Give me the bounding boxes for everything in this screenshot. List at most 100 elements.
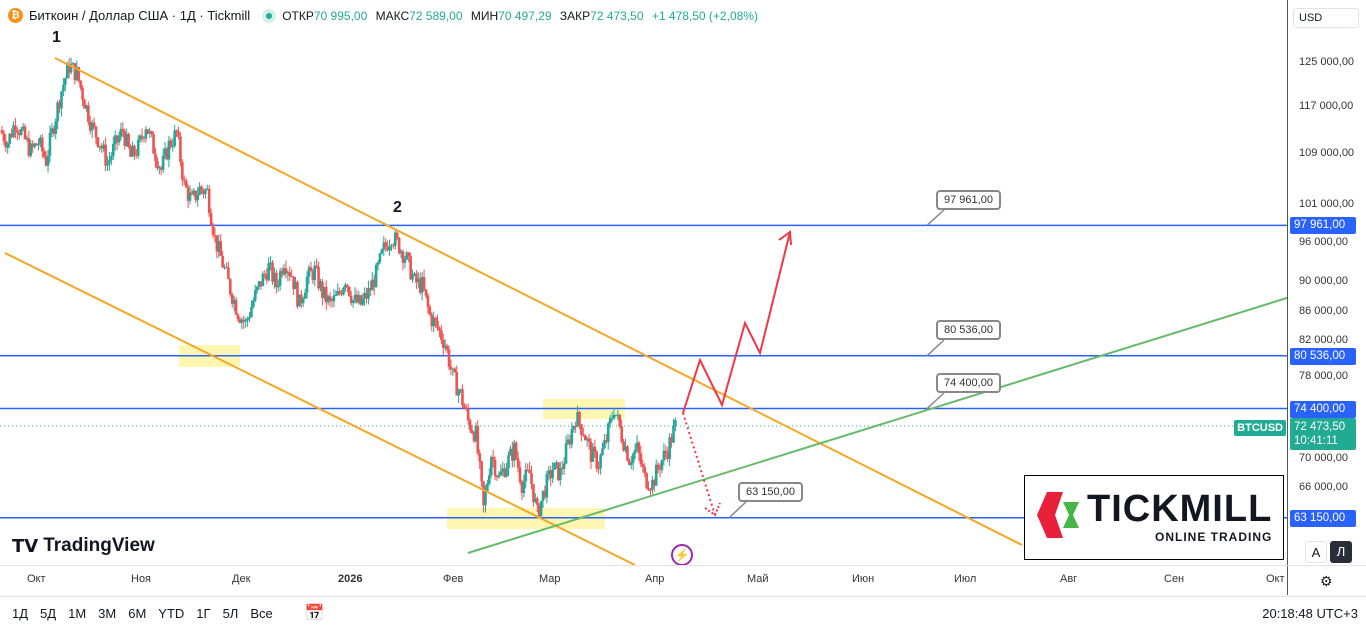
candle-body <box>102 144 105 149</box>
level-price-label: 63 150,00 <box>1290 509 1356 527</box>
candle-body <box>392 245 395 247</box>
level-price-label: 80 536,00 <box>1290 347 1356 365</box>
candle-body <box>248 316 251 319</box>
range-button[interactable]: 1Д <box>12 605 29 621</box>
candle-body <box>649 489 652 491</box>
candle-body <box>637 442 641 454</box>
candle-body <box>255 286 259 291</box>
candle-body <box>353 294 357 301</box>
calendar-goto-date-icon[interactable]: 📅 <box>304 605 325 622</box>
range-button[interactable]: 5Л <box>222 605 239 621</box>
candle-body <box>146 129 150 134</box>
candle-body <box>79 80 82 88</box>
candle-body <box>10 133 13 138</box>
candle-body <box>121 128 125 132</box>
auto-scale-button[interactable]: A <box>1305 541 1327 563</box>
candle-body <box>422 276 426 290</box>
candle-body <box>449 366 453 370</box>
candle-body <box>415 273 418 283</box>
settings-gear-icon[interactable]: ⚙ <box>1320 573 1333 589</box>
candle-body <box>267 263 270 281</box>
candle-body <box>489 456 493 476</box>
price-tick-label: 90 000,00 <box>1299 274 1348 287</box>
range-button[interactable]: Все <box>250 605 273 621</box>
candle-body <box>0 130 4 134</box>
candle-body <box>179 136 182 163</box>
candle-body <box>2 133 6 142</box>
currency-selector[interactable]: USD <box>1293 8 1359 28</box>
candle-body <box>62 84 65 92</box>
price-tick-label: 82 000,00 <box>1299 333 1348 346</box>
range-button[interactable]: 6М <box>128 605 147 621</box>
price-callout[interactable]: 63 150,00 <box>738 482 803 502</box>
price-chart[interactable] <box>0 0 1287 565</box>
candle-body <box>488 475 491 484</box>
candle-body <box>276 285 280 288</box>
symbol-price-tag: BTCUSD <box>1234 420 1286 436</box>
candle-body <box>413 273 416 275</box>
candle-body <box>344 284 347 288</box>
candle-body <box>459 389 462 391</box>
price-tick-label: 117 000,00 <box>1299 100 1354 113</box>
candle-body <box>150 131 153 135</box>
price-callout[interactable]: 80 536,00 <box>936 320 1001 340</box>
candle-body <box>501 468 505 472</box>
candle-body <box>474 425 478 442</box>
range-button[interactable]: 1Г <box>196 605 211 621</box>
time-tick-label: Мар <box>539 573 561 585</box>
candle-body <box>380 249 384 254</box>
clock[interactable]: 20:18:48 UTC+3 <box>1262 605 1358 621</box>
candle-body <box>342 287 345 295</box>
candle-body <box>662 450 666 461</box>
candle-body <box>31 143 34 147</box>
candle-body <box>167 140 171 160</box>
candle-body <box>438 327 441 331</box>
log-scale-button[interactable]: Л <box>1330 541 1352 563</box>
candle-body <box>455 371 458 396</box>
candle-body <box>357 295 361 303</box>
candle-body <box>301 298 305 304</box>
range-button[interactable]: YTD <box>158 605 185 621</box>
candle-body <box>608 418 612 424</box>
event-lightning-icon[interactable]: ⚡ <box>671 544 693 566</box>
candle-body <box>4 141 8 148</box>
symbol-title[interactable]: Биткоин / Доллар США · 1Д · Tickmill <box>29 8 251 23</box>
tickmill-mark-icon <box>1037 492 1079 538</box>
candle-body <box>280 270 284 275</box>
candle-body <box>447 349 451 367</box>
candle-body <box>23 126 27 139</box>
candle-body <box>628 460 631 465</box>
channel-lower-line <box>4 252 636 565</box>
candle-body <box>305 276 309 293</box>
candle-body <box>428 306 432 315</box>
range-button[interactable]: 5Д <box>40 605 57 621</box>
candle-body <box>77 67 81 81</box>
candle-body <box>311 271 315 281</box>
candle-body <box>424 289 428 296</box>
candle-body <box>409 255 412 280</box>
candle-body <box>524 469 528 482</box>
candle-body <box>6 143 10 148</box>
price-callout[interactable]: 97 961,00 <box>936 190 1001 210</box>
candle-body <box>73 63 77 81</box>
candle-body <box>303 292 307 299</box>
candle-body <box>390 245 393 247</box>
candle-body <box>530 473 533 485</box>
price-callout[interactable]: 74 400,00 <box>936 373 1001 393</box>
candle-body <box>620 426 623 442</box>
bottom-toolbar: 1Д 5Д 1М 3М 6М YTD 1Г 5Л Все 📅 20:18:48 UTC+3 <box>0 596 1366 629</box>
candle-body <box>140 135 144 138</box>
candle-body <box>507 455 510 469</box>
candle-body <box>572 426 576 430</box>
candle-body <box>292 276 295 290</box>
candle-body <box>275 272 278 288</box>
candle-body <box>670 437 673 443</box>
candle-body <box>56 102 59 122</box>
candle-body <box>181 162 184 180</box>
range-button[interactable]: 3М <box>98 605 117 621</box>
range-button[interactable]: 1М <box>68 605 87 621</box>
candle-body <box>278 270 282 286</box>
tradingview-logo[interactable]: 𝗧𝗩 TradingView <box>12 535 155 556</box>
candle-body <box>319 281 322 289</box>
candle-body <box>158 167 161 169</box>
